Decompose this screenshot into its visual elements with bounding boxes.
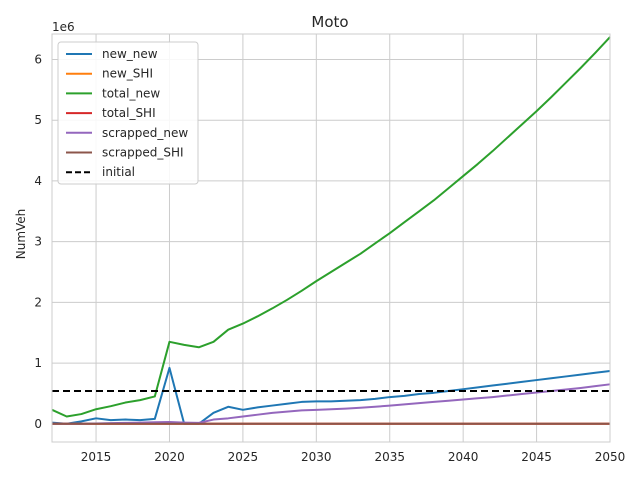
- legend: new_new new_SHI total_new total_SHI scrapped…: [57, 41, 199, 185]
- y-tick-label: 1: [34, 356, 42, 370]
- x-tick-label: 2035: [374, 450, 405, 464]
- series-line-total-new: [51, 36, 611, 418]
- y-tick-label: 3: [34, 235, 42, 249]
- y-axis-ticks: 0 1 2 3 4 5 6: [34, 53, 42, 431]
- legend-label: scrapped_new: [102, 126, 188, 140]
- x-tick-label: 2050: [595, 450, 626, 464]
- x-tick-label: 2020: [154, 450, 185, 464]
- y-tick-label: 0: [34, 417, 42, 431]
- y-tick-label: 6: [34, 53, 42, 67]
- legend-label: new_SHI: [102, 67, 153, 81]
- legend-label: new_new: [102, 47, 158, 61]
- legend-label: initial: [102, 165, 135, 179]
- series-layer: [51, 36, 611, 425]
- y-tick-label: 2: [34, 295, 42, 309]
- y-axis-label: NumVeh: [14, 209, 28, 260]
- plot-frame: [51, 33, 611, 443]
- legend-box: [57, 41, 199, 185]
- y-tick-label: 4: [34, 174, 42, 188]
- x-tick-label: 2030: [301, 450, 332, 464]
- x-tick-label: 2040: [448, 450, 479, 464]
- x-tick-label: 2025: [228, 450, 259, 464]
- legend-label: total_SHI: [102, 106, 156, 120]
- series-line-new-new: [51, 366, 611, 425]
- y-axis-offset-label: 1e6: [52, 20, 75, 34]
- x-tick-label: 2045: [521, 450, 552, 464]
- x-axis-ticks: 2015 2020 2025 2030 2035 2040 2045 2050: [81, 450, 625, 464]
- y-tick-label: 5: [34, 113, 42, 127]
- legend-label: scrapped_SHI: [102, 146, 184, 160]
- legend-label: total_new: [102, 86, 160, 100]
- series-line-scrapped-new: [52, 383, 611, 425]
- x-tick-label: 2015: [81, 450, 112, 464]
- chart-title: Moto: [311, 13, 348, 31]
